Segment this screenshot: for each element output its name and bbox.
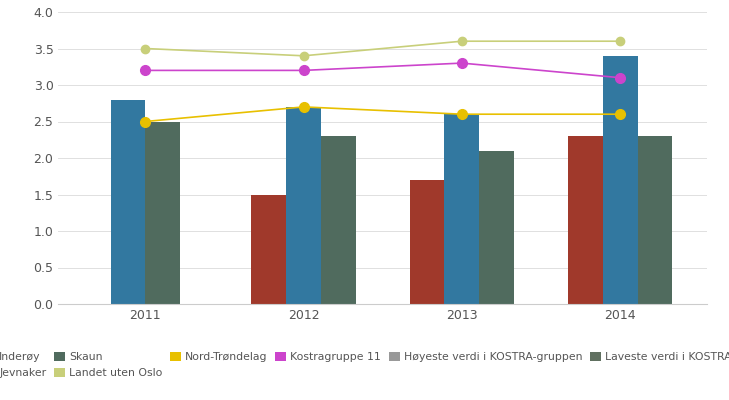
Bar	[145, 122, 180, 304]
Bar	[410, 180, 445, 304]
Bar	[568, 136, 603, 304]
Bar	[252, 194, 286, 304]
Legend: Inderøy, Jevnaker, Skaun, Landet uten Oslo, Nord-Trøndelag, Kostragruppe 11, Høy: Inderøy, Jevnaker, Skaun, Landet uten Os…	[0, 347, 729, 382]
Bar	[286, 107, 321, 304]
Bar	[479, 151, 514, 304]
Bar	[637, 136, 672, 304]
Bar	[111, 100, 145, 304]
Bar	[603, 56, 637, 304]
Bar	[321, 136, 356, 304]
Bar	[445, 114, 479, 304]
